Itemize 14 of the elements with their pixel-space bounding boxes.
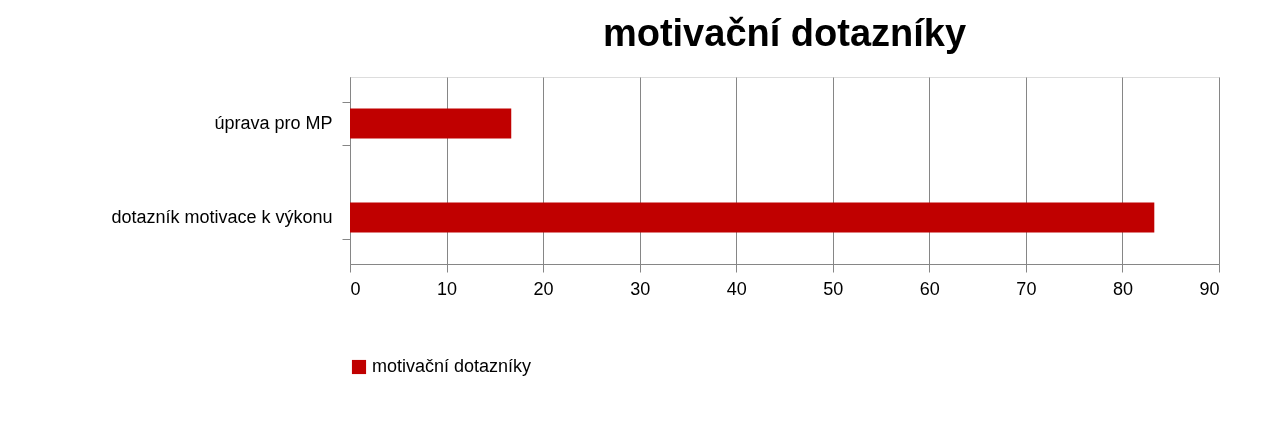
legend-label: motivační dotazníky bbox=[372, 356, 532, 376]
chart-title: motivační dotazníky bbox=[602, 12, 967, 54]
x-tick-label: 10 bbox=[437, 278, 458, 299]
x-tick-label: 0 bbox=[350, 278, 361, 299]
x-tick-label: 30 bbox=[630, 278, 651, 299]
x-tick-label: 40 bbox=[726, 278, 747, 299]
x-tick-label: 50 bbox=[823, 278, 844, 299]
x-tick-label: 60 bbox=[919, 278, 940, 299]
x-tick-label: 90 bbox=[1199, 278, 1220, 299]
x-tick-label: 20 bbox=[533, 278, 554, 299]
x-tick-label: 70 bbox=[1016, 278, 1037, 299]
y-tick-label: dotazník motivace k výkonu bbox=[111, 206, 333, 227]
y-tick-label: úprava pro MP bbox=[214, 113, 333, 134]
x-tick-label: 80 bbox=[1112, 278, 1133, 299]
